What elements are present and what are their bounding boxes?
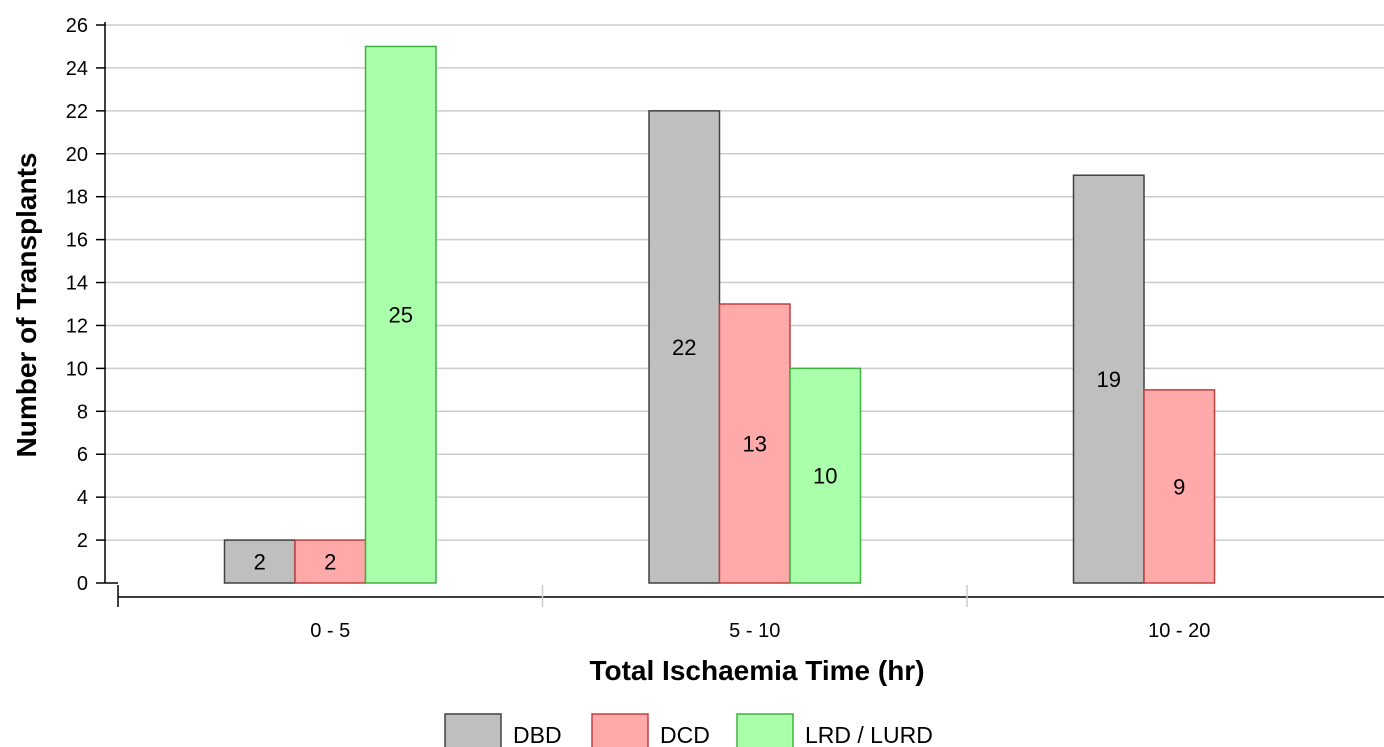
x-tick-label: 10 - 20 [1148, 620, 1210, 642]
y-tick-label: 2 [77, 530, 88, 552]
legend-label: DBD [513, 722, 562, 747]
bar-dbd [1072, 174, 1145, 584]
bar-value-label: 19 [1097, 367, 1121, 392]
y-tick-label: 20 [66, 144, 88, 166]
bar-dcd [718, 303, 791, 584]
x-tick-label: 5 - 10 [729, 620, 780, 642]
bar-value-label: 13 [743, 432, 767, 457]
y-tick-label: 0 [77, 573, 88, 595]
y-tick-label: 6 [77, 444, 88, 466]
bar-dcd [1143, 389, 1216, 584]
bar-lrd-lurd [789, 367, 862, 584]
y-tick-label: 26 [66, 15, 88, 37]
y-tick-label: 8 [77, 401, 88, 423]
y-axis-title: Number of Transplants [11, 153, 42, 458]
bar-value-label: 2 [254, 550, 266, 575]
legend-label: LRD / LURD [805, 722, 933, 747]
y-tick-label: 12 [66, 315, 88, 337]
legend-swatch [736, 713, 794, 747]
y-tick-label: 4 [77, 487, 88, 509]
y-tick-label: 10 [66, 358, 88, 380]
legend: DBD DCD LRD / LURD [444, 713, 933, 747]
bar-value-label: 10 [813, 464, 837, 489]
bar-value-label: 2 [324, 550, 336, 575]
bar-value-label: 25 [389, 303, 413, 328]
bar-lrd-lurd [364, 45, 437, 584]
x-tick-label: 0 - 5 [310, 620, 350, 642]
x-axis-title: Total Ischaemia Time (hr) [589, 655, 924, 686]
bars [223, 45, 1216, 584]
y-tick-label: 14 [66, 273, 88, 295]
bar-value-label: 22 [672, 335, 696, 360]
y-tick-label: 24 [66, 58, 88, 80]
y-tick-label: 16 [66, 230, 88, 252]
legend-swatch [444, 713, 502, 747]
legend-swatch [591, 713, 649, 747]
x-axis: 0 - 5 5 - 10 10 - 20 [117, 585, 1384, 642]
y-tick-label: 22 [66, 101, 88, 123]
y-tick-label: 18 [66, 187, 88, 209]
legend-label: DCD [660, 722, 710, 747]
bar-value-label: 9 [1173, 474, 1185, 499]
